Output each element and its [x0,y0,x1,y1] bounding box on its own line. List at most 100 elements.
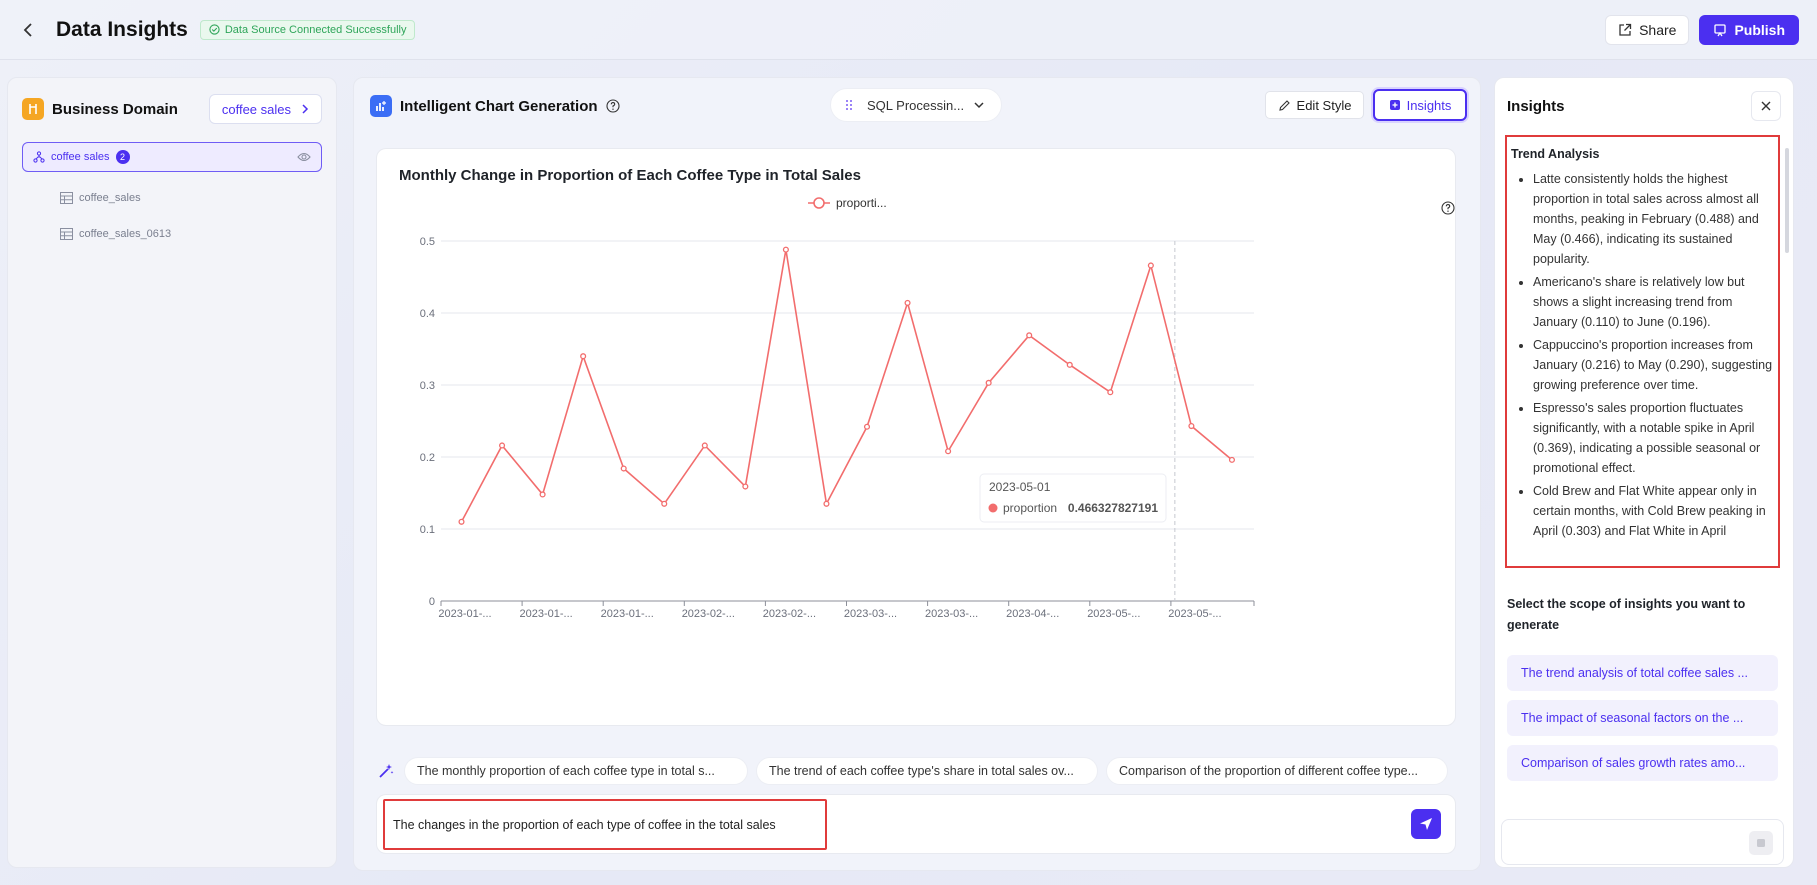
x-tick-label: 2023-02-... [763,608,816,620]
data-point [499,442,506,449]
insight-list: Latte consistently holds the highest pro… [1511,169,1774,541]
x-tick-label: 2023-03-... [925,608,978,620]
chart-generation-panel: Intelligent Chart Generation SQL Process… [353,77,1481,871]
dots-grid-icon [846,100,852,110]
insights-label: Insights [1406,97,1452,113]
business-domain-panel: Business Domain coffee sales coffee sale… [7,77,337,868]
tree-item-table[interactable]: coffee_sales_0613 [60,216,336,252]
y-tick-label: 0.1 [420,524,435,536]
check-circle-icon [209,24,220,35]
table-icon [60,228,73,240]
data-point [620,465,627,472]
y-tick-label: 0 [429,596,435,608]
insights-button[interactable]: Insights [1373,89,1467,121]
scrollbar[interactable] [1785,148,1789,253]
scope-option[interactable]: The impact of seasonal factors on the ..… [1507,700,1778,736]
tree-item-table[interactable]: coffee_sales [60,180,336,216]
table-count-badge: 2 [115,150,130,164]
close-button[interactable] [1751,91,1781,121]
data-point [742,483,749,490]
share-button[interactable]: Share [1605,14,1690,45]
data-point [1228,456,1235,463]
eye-icon[interactable] [297,152,311,162]
send-icon [1757,839,1765,847]
data-point [701,442,708,449]
edit-style-button[interactable]: Edit Style [1265,91,1364,119]
send-button[interactable] [1411,809,1441,839]
suggestion-bar: The monthly proportion of each coffee ty… [376,757,1448,785]
x-tick-label: 2023-03-... [844,608,897,620]
insight-item: Espresso's sales proportion fluctuates s… [1533,398,1774,478]
status-text: Data Source Connected Successfully [224,23,407,36]
top-header: Data Insights Data Source Connected Succ… [0,0,1817,60]
insights-icon [1389,100,1400,110]
data-point [863,423,871,430]
chart-title: Monthly Change in Proportion of Each Cof… [399,167,861,184]
data-point [1026,332,1033,339]
x-tick-label: 2023-01-... [519,608,572,620]
table-icon [60,192,73,204]
data-point [782,246,789,253]
sparkle-wand-icon [376,763,396,779]
chart-generation-icon [370,95,392,117]
scope-title: Select the scope of insights you want to… [1507,597,1746,632]
chart-card: Monthly Change in Proportion of Each Cof… [376,148,1456,726]
connection-status-badge: Data Source Connected Successfully [199,19,416,40]
data-point [904,299,911,306]
pencil-icon [1278,99,1290,111]
suggestion-chip[interactable]: Comparison of the proportion of differen… [1106,757,1448,785]
query-input-area [376,794,1456,854]
data-point [945,448,952,455]
publish-label: Publish [1734,21,1785,38]
line-chart: 0 0.1 0.2 0.3 0.4 0.5 2023-01-... 2023-01-... 20… [420,196,1255,620]
publish-button[interactable]: Publish [1699,14,1799,45]
tree-item-coffee-sales[interactable]: coffee sales 2 [22,142,322,172]
legend-label: proporti... [836,196,887,210]
hierarchy-icon [33,151,45,163]
query-input[interactable] [383,799,827,850]
insight-item: Cold Brew and Flat White appear only in … [1533,481,1774,541]
data-point [1066,361,1073,368]
insight-send-button[interactable] [1749,831,1773,855]
data-point [539,491,546,498]
business-domain-icon [22,98,44,120]
tree-root-label: coffee sales [51,151,110,163]
business-domain-title: Business Domain [52,100,178,118]
table-name: coffee_sales_0613 [79,228,172,240]
data-point [1147,262,1154,269]
publish-icon [1714,23,1727,36]
x-tick-label: 2023-04-... [1006,608,1059,620]
insights-panel: Insights Trend Analysis Latte consistent… [1494,77,1794,868]
series-line-proportion [460,249,1233,523]
trend-analysis-title: Trend Analysis [1511,147,1600,161]
suggestion-chip[interactable]: The monthly proportion of each coffee ty… [404,757,748,785]
y-tick-label: 0.4 [420,308,435,320]
share-icon [1619,23,1632,36]
sql-processing-select[interactable]: SQL Processin... [830,88,1002,122]
tooltip-date: 2023-05-01 [989,480,1051,494]
insight-item: Latte consistently holds the highest pro… [1533,169,1774,269]
x-tick-label: 2023-05-... [1168,608,1221,620]
trend-analysis-box: Trend Analysis Latte consistently holds … [1505,135,1780,568]
tooltip-box [979,473,1167,523]
legend-swatch-marker [813,197,825,209]
send-icon [1420,818,1432,830]
tooltip-series: proportion [1003,501,1057,515]
data-point [985,379,992,386]
back-arrow-icon[interactable] [18,19,40,41]
chart-generation-title: Intelligent Chart Generation [400,97,598,115]
help-icon[interactable] [605,99,620,113]
share-label: Share [1639,21,1677,38]
chart-help-icon[interactable] [1441,201,1455,215]
y-tick-label: 0.5 [420,236,435,248]
scope-option[interactable]: Comparison of sales growth rates amo... [1507,745,1778,781]
tooltip-marker [988,503,998,513]
tooltip-value: 0.466327827191 [1068,501,1158,515]
insight-input[interactable] [1501,819,1784,865]
suggestion-chip[interactable]: The trend of each coffee type's share in… [756,757,1098,785]
domain-select-value: coffee sales [221,101,291,117]
domain-select[interactable]: coffee sales [208,94,322,124]
sql-select-value: SQL Processin... [867,97,965,113]
scope-option[interactable]: The trend analysis of total coffee sales… [1507,655,1778,691]
data-point [823,500,830,507]
